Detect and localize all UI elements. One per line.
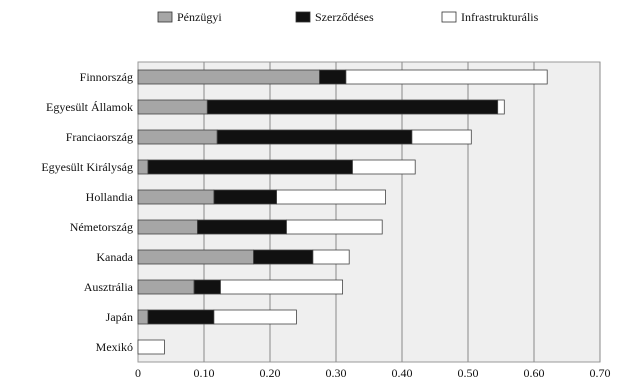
x-tick-label: 0.20: [260, 366, 281, 380]
legend-label: Infrastrukturális: [461, 10, 539, 24]
category-label: Hollandia: [86, 190, 134, 204]
bar-segment: [411, 129, 472, 145]
category-label: Ausztrália: [84, 280, 134, 294]
category-label: Finnország: [80, 70, 133, 84]
bars: [137, 69, 548, 355]
legend-label: Szerződéses: [315, 10, 374, 24]
bar-segment: [147, 159, 353, 175]
category-label: Egyesült Államok: [46, 100, 133, 114]
category-label: Kanada: [96, 250, 133, 264]
bar-segment: [137, 249, 254, 265]
bar-segment: [216, 129, 413, 145]
bar-segment: [286, 219, 383, 235]
x-tick-label: 0.40: [392, 366, 413, 380]
category-label: Egyesült Királyság: [41, 160, 133, 174]
bar-segment: [220, 279, 343, 295]
bar-segment: [147, 309, 215, 325]
x-tick-labels: 0 0.10 0.20 0.30 0.40 0.50 0.60 0.70: [135, 366, 611, 380]
category-label: Franciaország: [66, 130, 133, 144]
x-tick-label: 0.30: [326, 366, 347, 380]
bar-segment: [352, 159, 416, 175]
bar-segment: [319, 69, 347, 85]
category-label: Németország: [70, 220, 133, 234]
bar-segment: [213, 189, 277, 205]
bar-segment: [253, 249, 314, 265]
bar-segment: [206, 99, 499, 115]
category-label: Mexikó: [96, 340, 133, 354]
bar-segment: [213, 309, 297, 325]
bar-segment: [276, 189, 386, 205]
legend: Pénzügyi Szerződéses Infrastrukturális: [157, 10, 539, 24]
x-tick-label: 0.10: [194, 366, 215, 380]
legend-swatch: [157, 11, 173, 23]
bar-segment: [312, 249, 350, 265]
category-label: Japán: [106, 310, 133, 324]
x-tick-label: 0: [135, 366, 141, 380]
bar-segment: [137, 129, 218, 145]
bar-segment: [137, 279, 195, 295]
bar-segment: [345, 69, 548, 85]
bar-segment: [137, 189, 215, 205]
bar-segment: [196, 219, 287, 235]
bar-segment: [193, 279, 221, 295]
bar-segment: [137, 159, 149, 175]
bar-segment: [137, 69, 320, 85]
legend-swatch: [295, 11, 311, 23]
legend-swatch: [441, 11, 457, 23]
x-tick-label: 0.60: [524, 366, 545, 380]
bar-segment: [137, 309, 149, 325]
bar-segment: [497, 99, 505, 115]
x-tick-label: 0.50: [458, 366, 479, 380]
x-tick-label: 0.70: [590, 366, 611, 380]
bar-segment: [137, 219, 198, 235]
legend-label: Pénzügyi: [177, 10, 222, 24]
bar-segment: [137, 99, 208, 115]
bar-segment: [137, 339, 165, 355]
category-labels: Finnország Egyesült Államok Franciaország E…: [41, 70, 133, 354]
